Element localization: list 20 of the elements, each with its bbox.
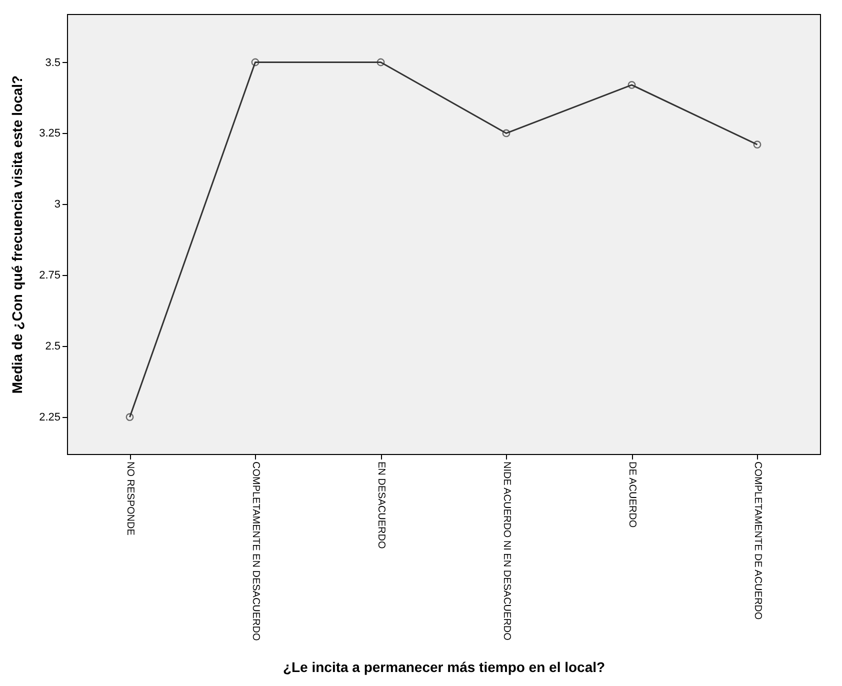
x-tick-label: DE ACUERDO bbox=[626, 462, 638, 528]
y-tick-label: 3.25 bbox=[39, 128, 60, 140]
point bbox=[753, 140, 762, 149]
point bbox=[628, 81, 636, 89]
x-axis-title: ¿Le incita a permanecer más tiempo en el local? bbox=[282, 658, 606, 675]
x-tick-label: NIDE ACUERDO NI EN DESACUERDO bbox=[500, 462, 512, 641]
x-tick-label: EN DESACUERDO bbox=[375, 462, 386, 549]
y-axis-title: Media de ¿Con qué frecuencia visita este local? bbox=[9, 75, 26, 394]
point bbox=[126, 413, 134, 422]
y-tick-label: 2.25 bbox=[39, 412, 60, 424]
y-tick-label: 2.5 bbox=[45, 340, 60, 353]
point bbox=[376, 58, 385, 66]
x-tick-label: COMPLETAMENTE EN DESACUERDO bbox=[250, 462, 261, 642]
point bbox=[251, 58, 260, 66]
point bbox=[502, 129, 510, 138]
y-tick-label: 3.5 bbox=[45, 56, 60, 69]
x-tick-label: NO RESPONDE bbox=[124, 462, 136, 536]
y-tick-label: 3 bbox=[54, 198, 60, 211]
y-tick-label: 2.75 bbox=[39, 270, 60, 282]
x-tick-label: COMPLETAMENTE DE ACUERDO bbox=[752, 462, 763, 620]
